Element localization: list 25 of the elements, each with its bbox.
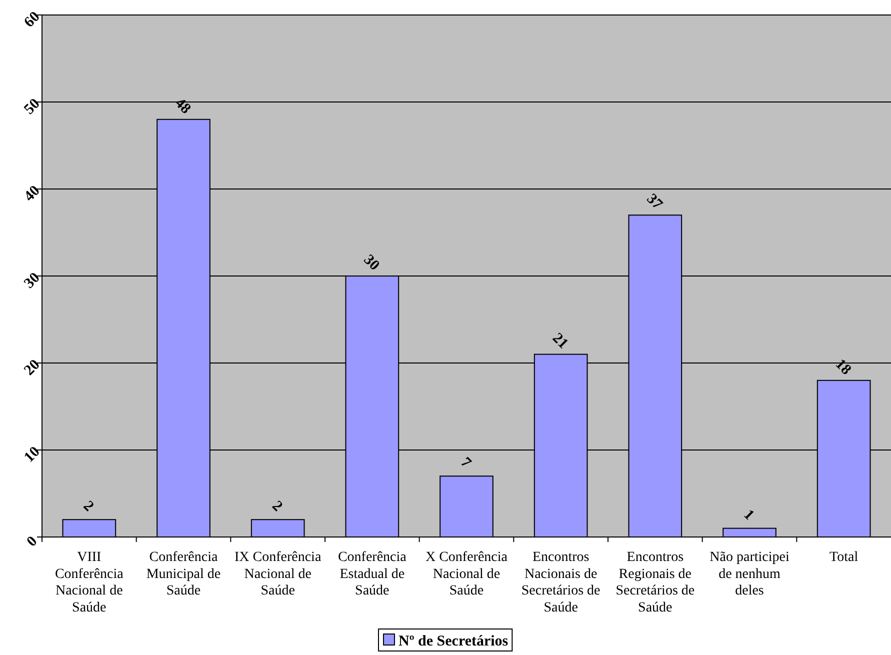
- data-label: 1: [740, 506, 757, 524]
- data-label: 2: [268, 498, 286, 515]
- data-label: 7: [457, 454, 474, 472]
- data-label: 30: [360, 252, 382, 274]
- y-tick-label: 0: [24, 534, 41, 550]
- data-label: 21: [548, 330, 571, 352]
- x-tick-label: X Conferência Nacional de Saúde: [425, 550, 508, 599]
- data-label: 2: [80, 498, 97, 515]
- x-tick-label: Total: [830, 550, 858, 565]
- x-tick-label: Conferência Municipal de Saúde: [146, 550, 221, 599]
- x-tick-label: Conferência Estadual de Saúde: [338, 550, 408, 599]
- y-tick-label: 40: [21, 182, 44, 205]
- x-tick-label: Não participei de nenhum deles: [710, 550, 790, 599]
- data-label: 37: [643, 191, 666, 214]
- y-tick-label: 20: [21, 356, 44, 379]
- y-tick-label: 60: [21, 8, 44, 31]
- data-label: 18: [832, 356, 854, 378]
- x-tick-label: IX Conferência Nacional de Saúde: [234, 550, 322, 599]
- y-tick-label: 50: [21, 96, 44, 118]
- x-tick-label: Encontros Nacionais de Secretários de Saúde: [521, 550, 600, 616]
- x-tick-label: Encontros Regionais de Secretários de Saúde: [616, 550, 695, 616]
- y-tick-label: 10: [21, 444, 44, 466]
- x-tick-label: VIII Conferência Nacional de Saúde: [54, 550, 124, 616]
- legend-label: Nº de Secretários: [398, 633, 508, 650]
- y-tick-label: 30: [21, 270, 44, 292]
